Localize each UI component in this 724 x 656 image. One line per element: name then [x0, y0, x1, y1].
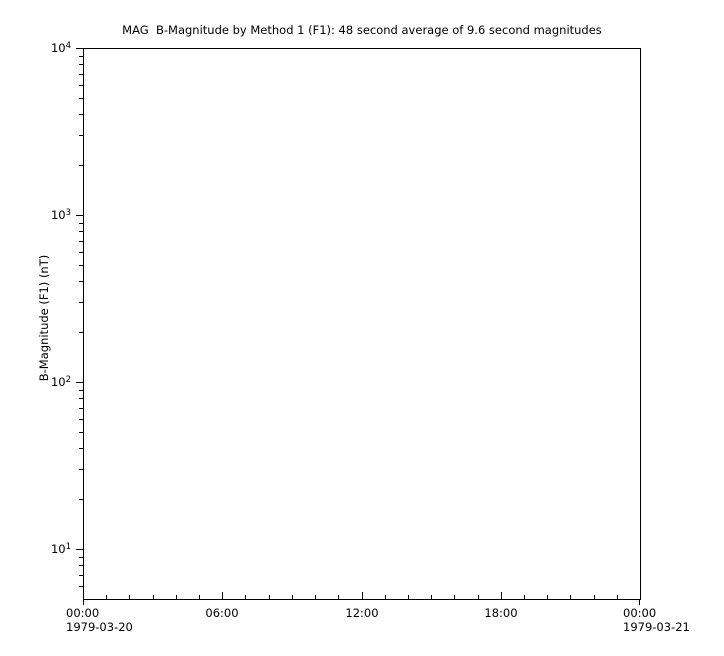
y-tick-base: 10: [50, 208, 66, 222]
x-tick-time: 00:00: [66, 606, 100, 620]
y-minor-tick: [79, 419, 83, 420]
y-minor-tick: [79, 432, 83, 433]
x-minor-tick: [454, 595, 455, 599]
y-minor-tick: [79, 281, 83, 282]
y-tick-exponent: 2: [65, 375, 71, 385]
x-tick-label: 06:00: [205, 606, 239, 620]
x-minor-tick: [431, 595, 432, 599]
y-major-tick: [76, 549, 83, 550]
y-minor-tick: [79, 98, 83, 99]
y-tick-base: 10: [50, 375, 66, 389]
y-tick-label: 103: [23, 207, 71, 223]
x-minor-tick: [338, 595, 339, 599]
y-minor-tick: [79, 265, 83, 266]
y-minor-tick: [79, 165, 83, 166]
y-major-tick: [76, 48, 83, 49]
y-minor-tick: [79, 135, 83, 136]
x-minor-tick: [292, 595, 293, 599]
y-minor-tick: [79, 557, 83, 558]
x-minor-tick: [385, 595, 386, 599]
y-minor-tick: [79, 398, 83, 399]
y-tick-label: 101: [23, 541, 71, 557]
y-tick-label: 102: [23, 374, 71, 390]
x-minor-tick: [570, 595, 571, 599]
x-major-tick: [222, 592, 223, 599]
y-tick-base: 10: [50, 542, 66, 556]
x-tick-date: 1979-03-21: [623, 620, 690, 634]
x-tick-label-with-date: 00:00 1979-03-20: [66, 606, 133, 634]
x-major-tick: [362, 592, 363, 599]
y-minor-tick: [79, 408, 83, 409]
y-minor-tick: [79, 85, 83, 86]
x-major-tick: [83, 592, 84, 599]
y-minor-tick: [79, 223, 83, 224]
x-minor-tick: [269, 595, 270, 599]
y-minor-tick: [79, 252, 83, 253]
x-minor-tick: [547, 595, 548, 599]
x-minor-tick: [315, 595, 316, 599]
x-minor-tick: [245, 595, 246, 599]
y-minor-tick: [79, 231, 83, 232]
plot-area: [83, 48, 641, 600]
x-minor-tick: [594, 595, 595, 599]
y-minor-tick: [79, 469, 83, 470]
y-minor-tick: [79, 302, 83, 303]
y-minor-tick: [79, 56, 83, 57]
axis-end-stub: [83, 599, 84, 605]
x-minor-tick: [617, 595, 618, 599]
y-minor-tick: [79, 332, 83, 333]
y-major-tick: [76, 215, 83, 216]
y-minor-tick: [79, 448, 83, 449]
y-tick-exponent: 3: [65, 208, 71, 218]
x-minor-tick: [129, 595, 130, 599]
x-tick-label: 12:00: [345, 606, 379, 620]
x-tick-label: 18:00: [484, 606, 518, 620]
x-tick-date: 1979-03-20: [66, 620, 133, 634]
x-minor-tick: [106, 595, 107, 599]
x-tick-time: 00:00: [623, 606, 657, 620]
x-tick-label-with-date: 00:00 1979-03-21: [623, 606, 690, 634]
x-minor-tick: [408, 595, 409, 599]
x-major-tick: [640, 592, 641, 599]
x-minor-tick: [199, 595, 200, 599]
y-minor-tick: [79, 499, 83, 500]
y-major-tick: [76, 382, 83, 383]
y-minor-tick: [79, 241, 83, 242]
y-minor-tick: [79, 74, 83, 75]
y-tick-exponent: 1: [65, 542, 71, 552]
y-minor-tick: [79, 586, 83, 587]
y-minor-tick: [79, 390, 83, 391]
x-minor-tick: [176, 595, 177, 599]
y-minor-tick: [79, 575, 83, 576]
x-minor-tick: [524, 595, 525, 599]
y-tick-exponent: 4: [65, 41, 71, 51]
y-tick-base: 10: [50, 41, 66, 55]
y-tick-label: 104: [23, 40, 71, 56]
axis-end-stub: [639, 599, 640, 605]
y-minor-tick: [79, 114, 83, 115]
y-minor-tick: [79, 64, 83, 65]
chart-title: MAG B-Magnitude by Method 1 (F1): 48 sec…: [122, 23, 602, 37]
x-major-tick: [501, 592, 502, 599]
x-minor-tick: [153, 595, 154, 599]
y-minor-tick: [79, 565, 83, 566]
x-minor-tick: [478, 595, 479, 599]
